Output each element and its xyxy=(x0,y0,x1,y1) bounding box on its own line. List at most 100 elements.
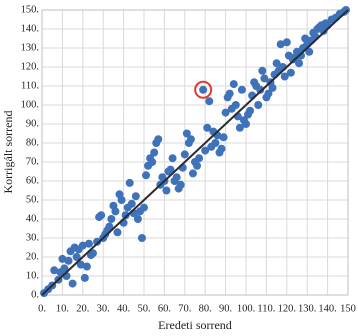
point xyxy=(148,158,157,166)
point xyxy=(166,165,175,174)
y-tick-label: 60. xyxy=(26,175,39,186)
point xyxy=(82,262,91,271)
point xyxy=(211,139,220,147)
x-tick-label: 150 xyxy=(340,303,356,314)
point xyxy=(105,222,114,231)
y-tick-label: 70. xyxy=(26,156,39,167)
point xyxy=(97,211,106,220)
y-tick-label: 10. xyxy=(26,270,39,281)
point xyxy=(286,68,295,77)
point xyxy=(276,40,285,49)
point xyxy=(172,173,181,182)
point xyxy=(133,215,142,223)
point xyxy=(229,80,238,89)
x-tick-label: 20. xyxy=(76,303,89,314)
point xyxy=(258,66,267,75)
point xyxy=(117,196,126,204)
y-tick-label: 50. xyxy=(26,194,39,205)
point xyxy=(297,51,306,60)
x-tick-label: 70. xyxy=(178,303,191,314)
x-tick-label: 140. xyxy=(318,303,336,314)
y-tick-label: 100. xyxy=(21,99,39,110)
point xyxy=(237,85,246,94)
y-tick-label: 110. xyxy=(21,80,39,91)
point xyxy=(254,101,263,109)
x-tick-label: 40. xyxy=(117,303,130,314)
point xyxy=(131,192,140,201)
x-tick-label: 110. xyxy=(257,303,275,314)
point xyxy=(80,273,89,282)
y-axis-label: Korrigált sorrend xyxy=(1,111,15,194)
y-tick-label: 130. xyxy=(21,42,39,53)
point xyxy=(217,144,226,153)
point xyxy=(64,256,73,265)
point xyxy=(68,279,77,288)
point xyxy=(107,215,116,223)
point xyxy=(195,154,204,163)
point xyxy=(84,239,93,248)
y-tick-label: 140. xyxy=(21,23,39,34)
y-tick-label: 150. xyxy=(21,4,39,15)
point xyxy=(180,150,189,159)
x-tick-label: 30. xyxy=(97,303,110,314)
point xyxy=(205,97,214,106)
x-tick-label: 80. xyxy=(199,303,212,314)
point xyxy=(127,199,136,208)
point xyxy=(188,169,197,178)
point xyxy=(121,211,130,220)
x-tick-label: 100. xyxy=(237,303,255,314)
diagonal-line xyxy=(41,9,349,296)
point xyxy=(150,148,159,157)
point xyxy=(268,83,277,92)
point xyxy=(260,74,269,83)
point xyxy=(113,228,122,237)
point xyxy=(186,135,195,144)
x-tick-label: 120. xyxy=(278,303,296,314)
point xyxy=(256,85,265,94)
point xyxy=(60,264,69,273)
point xyxy=(246,106,255,115)
point xyxy=(341,6,350,14)
point xyxy=(282,38,291,47)
point xyxy=(154,135,163,144)
point xyxy=(305,47,314,56)
point xyxy=(264,89,273,98)
y-tick-label: 30. xyxy=(26,232,39,243)
plot-frame xyxy=(41,9,349,296)
point xyxy=(199,85,208,94)
x-tick-label: 60. xyxy=(158,303,171,314)
point xyxy=(137,234,146,242)
y-tick-label: 90. xyxy=(26,118,39,129)
x-axis-label: Eredeti sorrend xyxy=(158,318,232,332)
point xyxy=(176,180,185,189)
point xyxy=(201,146,210,155)
point xyxy=(295,59,304,68)
x-tick-label: 10. xyxy=(56,303,69,314)
point xyxy=(231,101,240,109)
point xyxy=(225,89,234,98)
point xyxy=(162,186,171,195)
x-tick-label: 90. xyxy=(219,303,232,314)
point xyxy=(272,59,281,68)
point xyxy=(219,133,228,142)
point xyxy=(280,72,289,81)
point xyxy=(93,237,102,246)
x-tick-label: 0. xyxy=(38,303,46,314)
x-tick-label: 130. xyxy=(298,303,316,314)
y-tick-label: 40. xyxy=(26,213,39,224)
x-tick-label: 50. xyxy=(137,303,150,314)
point xyxy=(193,161,202,170)
point xyxy=(76,260,85,269)
point xyxy=(89,249,97,258)
y-tick-label: 80. xyxy=(26,137,39,148)
y-tick-label: 20. xyxy=(26,251,39,262)
point xyxy=(242,120,250,128)
point xyxy=(78,241,87,250)
point xyxy=(319,26,328,35)
point xyxy=(235,123,244,132)
point xyxy=(72,253,81,261)
point xyxy=(111,207,120,216)
point xyxy=(203,123,212,132)
point xyxy=(168,154,177,163)
